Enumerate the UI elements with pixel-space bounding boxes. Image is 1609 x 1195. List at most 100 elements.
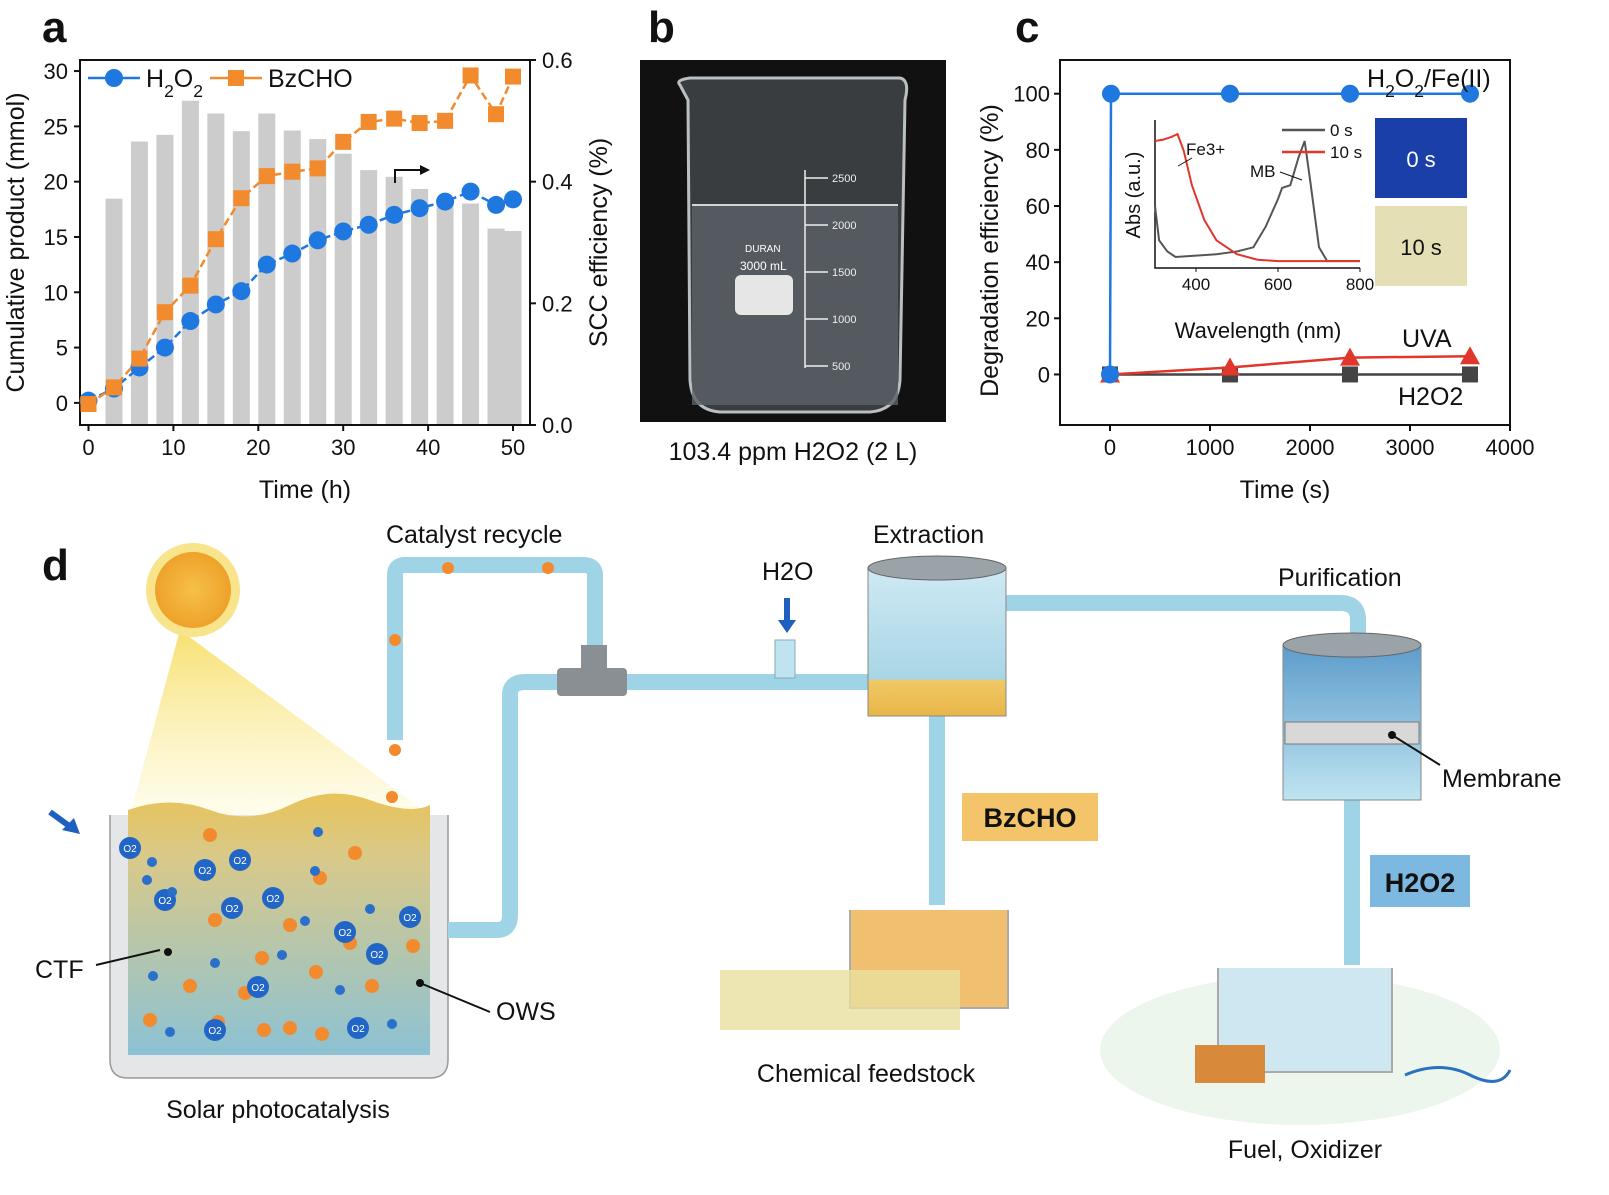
ctf-particle — [143, 1013, 157, 1027]
beaker-photo: DURAN 3000 mL 2500 2000 1500 1000 500 — [640, 60, 946, 422]
bzcho-point — [233, 190, 250, 207]
bzcho-point — [156, 304, 173, 321]
fe-point — [1461, 84, 1479, 103]
y2-axis-label: SCC efficiency (%) — [585, 138, 613, 347]
fe-point — [1102, 84, 1120, 103]
inset-legend-10s: 10 s — [1330, 143, 1362, 162]
inset-x-tick-label: 600 — [1264, 275, 1292, 294]
ctf-particle — [348, 846, 362, 860]
h2o2-point — [504, 190, 523, 209]
x-tick-label: 20 — [246, 435, 270, 460]
scc-bar — [487, 228, 505, 425]
scc-bar — [181, 100, 199, 425]
h2o2-ctrl-point — [1462, 366, 1478, 383]
o2-bubble-label: O2 — [338, 928, 352, 939]
o2-bubble-label: O2 — [266, 894, 280, 905]
h2o2-point — [155, 338, 174, 357]
scc-bar — [411, 188, 429, 425]
ctf-particle — [365, 979, 379, 993]
graduation-label: 1500 — [832, 267, 856, 279]
o2-bubble — [262, 887, 284, 909]
h2o2-ctrl-point — [1342, 366, 1358, 383]
beaker-volume: 3000 mL — [740, 259, 787, 273]
y2-tick-label: 0.0 — [542, 413, 573, 438]
chemical-feedstock-label: Chemical feedstock — [757, 1060, 976, 1088]
bzcho-point — [182, 277, 199, 294]
scc-bar — [436, 199, 454, 425]
small-o2-dot — [210, 958, 220, 968]
h2o-label: H2O — [762, 558, 813, 586]
panel-label-c: c — [1015, 3, 1039, 52]
small-o2-dot — [142, 875, 152, 885]
o2-bubble — [366, 943, 388, 965]
ctf-label: CTF — [35, 956, 84, 984]
uva-point — [1340, 347, 1360, 366]
panel-label-d: d — [42, 541, 69, 590]
ctf-particle — [255, 951, 269, 965]
scc-bar — [360, 170, 378, 425]
scc-bar — [334, 153, 352, 425]
x-tick-label: 4000 — [1486, 435, 1535, 460]
bzcho-point — [360, 113, 377, 130]
ctf-particle — [315, 1027, 329, 1041]
extraction-label: Extraction — [873, 521, 984, 549]
uva-point — [1220, 357, 1240, 376]
h2o2-point — [334, 222, 353, 241]
legend-marker-bzcho — [228, 70, 244, 86]
spectrum-0s — [1154, 140, 1360, 263]
x-tick-label: 1000 — [1186, 435, 1235, 460]
chart-c: 0 1000 2000 3000 4000 0 20 40 60 80 100 Time (s) Deg… — [976, 59, 1535, 504]
mb-annotation: MB — [1250, 162, 1276, 181]
o2-bubble — [194, 859, 216, 881]
bzcho-point — [488, 106, 505, 123]
panel-label-a: a — [42, 3, 67, 52]
vial-label-10s: 10 s — [1400, 235, 1442, 260]
y-axis-label: Degradation efficiency (%) — [976, 104, 1004, 397]
graduation-label: 1000 — [832, 314, 856, 326]
spectrum-10s — [1154, 132, 1360, 263]
y-tick-label: 0 — [56, 391, 68, 416]
graduation-label: 2500 — [832, 173, 856, 185]
small-o2-dot — [148, 971, 158, 981]
bzcho-point — [258, 168, 275, 185]
water-wave-icon — [1404, 1066, 1512, 1083]
y-tick-label: 60 — [1026, 194, 1050, 219]
bzcho-point — [386, 110, 403, 127]
pipe-tee-joint — [557, 668, 627, 696]
bzcho-point — [505, 68, 522, 85]
h2o2-point — [410, 199, 429, 218]
inset-x-tick-label: 400 — [1182, 275, 1210, 294]
small-o2-dot — [310, 866, 320, 876]
o2-bubble-label: O2 — [158, 896, 172, 907]
bzcho-point — [309, 160, 326, 177]
small-o2-dot — [167, 887, 177, 897]
series-label-fe: H2O2/Fe(II) — [1367, 65, 1491, 101]
o2-bubble-label: O2 — [233, 856, 247, 867]
plot-frame — [1059, 59, 1511, 426]
membrane-label: Membrane — [1442, 765, 1562, 793]
small-o2-dot — [365, 904, 375, 914]
h2o2-point — [181, 312, 200, 331]
vial-photo-0s — [1375, 118, 1467, 198]
o2-bubble — [119, 837, 141, 859]
inset-axes — [1154, 120, 1360, 269]
bzcho-point — [105, 379, 122, 396]
y-tick-label: 100 — [1013, 82, 1050, 107]
legend-label-h2o2: H2O2 — [146, 65, 203, 101]
small-o2-dot — [300, 916, 310, 926]
x-axis-label: Time (h) — [259, 476, 351, 504]
ctf-particle — [183, 979, 197, 993]
h2o2-point — [359, 215, 378, 234]
fe3-arrow — [1177, 157, 1193, 167]
fuel-oxidizer-label: Fuel, Oxidizer — [1228, 1136, 1382, 1164]
y-tick-label: 10 — [44, 280, 68, 305]
h2o2-point — [385, 205, 404, 224]
h2o2-point — [461, 182, 480, 201]
pipes — [387, 557, 1366, 965]
scc-bar — [156, 134, 174, 425]
ctf-particle — [208, 913, 222, 927]
scc-bar — [207, 113, 225, 426]
o2-bubble-label: O2 — [403, 913, 417, 924]
